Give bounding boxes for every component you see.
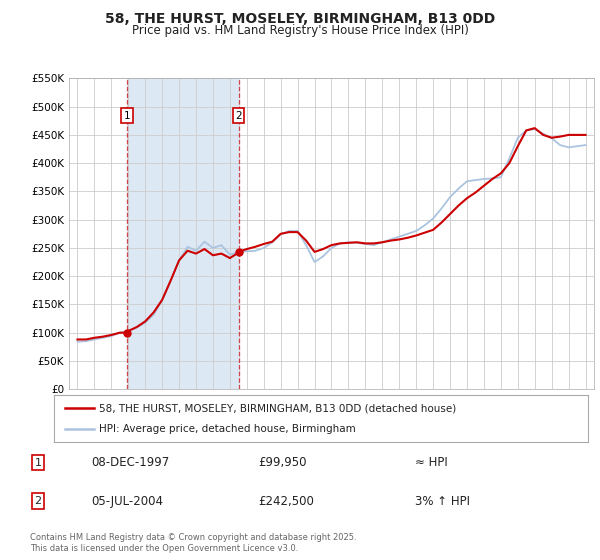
Text: 08-DEC-1997: 08-DEC-1997 bbox=[91, 456, 169, 469]
Text: £242,500: £242,500 bbox=[259, 494, 314, 508]
Text: 58, THE HURST, MOSELEY, BIRMINGHAM, B13 0DD: 58, THE HURST, MOSELEY, BIRMINGHAM, B13 … bbox=[105, 12, 495, 26]
Text: Contains HM Land Registry data © Crown copyright and database right 2025.
This d: Contains HM Land Registry data © Crown c… bbox=[30, 533, 356, 553]
Text: £99,950: £99,950 bbox=[259, 456, 307, 469]
Text: 1: 1 bbox=[34, 458, 41, 468]
Text: 2: 2 bbox=[235, 111, 242, 121]
Text: ≈ HPI: ≈ HPI bbox=[415, 456, 448, 469]
Text: 58, THE HURST, MOSELEY, BIRMINGHAM, B13 0DD (detached house): 58, THE HURST, MOSELEY, BIRMINGHAM, B13 … bbox=[100, 403, 457, 413]
Text: 2: 2 bbox=[34, 496, 41, 506]
Text: 3% ↑ HPI: 3% ↑ HPI bbox=[415, 494, 470, 508]
Bar bbox=[127, 78, 239, 389]
Text: HPI: Average price, detached house, Birmingham: HPI: Average price, detached house, Birm… bbox=[100, 424, 356, 434]
Text: 1: 1 bbox=[124, 111, 131, 121]
Text: Price paid vs. HM Land Registry's House Price Index (HPI): Price paid vs. HM Land Registry's House … bbox=[131, 24, 469, 37]
Text: 05-JUL-2004: 05-JUL-2004 bbox=[91, 494, 163, 508]
